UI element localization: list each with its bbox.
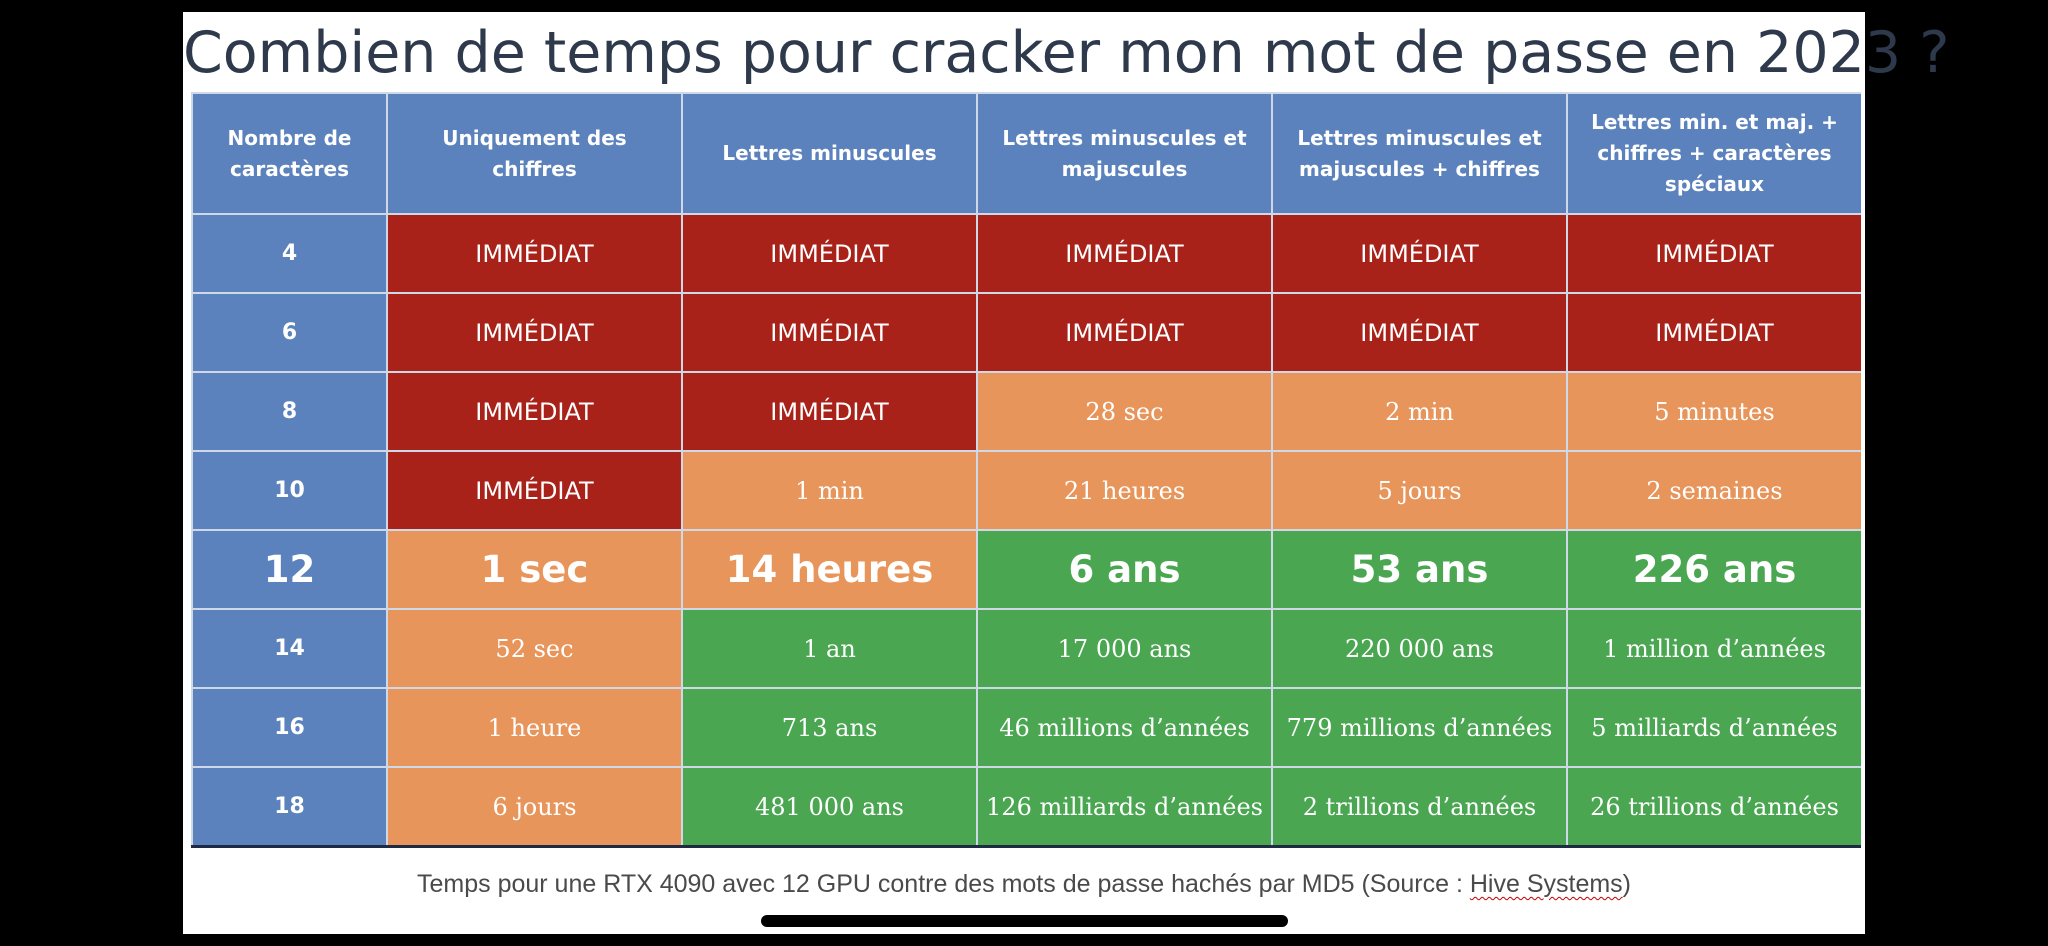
header-lower-upper: Lettres minuscules et majuscules [976,92,1271,213]
table-cell: IMMÉDIAT [976,292,1271,371]
table-cell-highlight: 226 ans [1566,529,1861,608]
table-cell: 28 sec [976,371,1271,450]
table-cell: IMMÉDIAT [386,292,681,371]
slide: Combien de temps pour cracker mon mot de… [183,12,1950,934]
table-cell: IMMÉDIAT [681,292,976,371]
table-cell: 481 000 ans [681,766,976,845]
table-cell: 1 million d’années [1566,608,1861,687]
table-cell: 1 heure [386,687,681,766]
row-length: 8 [191,371,386,450]
table-cell: IMMÉDIAT [1566,213,1861,292]
table-cell: 220 000 ans [1271,608,1566,687]
row-length: 16 [191,687,386,766]
caption-text: Temps pour une RTX 4090 avec 12 GPU cont… [417,870,1470,898]
row-length: 10 [191,450,386,529]
table-cell: 17 000 ans [976,608,1271,687]
table-cell: 5 minutes [1566,371,1861,450]
row-length: 18 [191,766,386,845]
table-cell-highlight: 1 sec [386,529,681,608]
table-cell: 46 millions d’années [976,687,1271,766]
table-cell: 5 milliards d’années [1566,687,1861,766]
table-cell: 21 heures [976,450,1271,529]
caption: Temps pour une RTX 4090 avec 12 GPU cont… [183,870,1865,899]
table-cell-highlight: 6 ans [976,529,1271,608]
caption-suffix: ) [1622,870,1631,898]
row-length: 4 [191,213,386,292]
table-cell: IMMÉDIAT [1566,292,1861,371]
table-cell: 1 min [681,450,976,529]
header-lower-upper-digits: Lettres minuscules et majuscules + chiff… [1271,92,1566,213]
table-cell: IMMÉDIAT [681,371,976,450]
header-all-chars: Lettres min. et maj. + chiffres + caract… [1566,92,1861,213]
row-length: 14 [191,608,386,687]
password-crack-time-table: Nombre de caractères Uniquement des chif… [191,92,1861,848]
row-length-highlight: 12 [191,529,386,608]
table-cell: IMMÉDIAT [386,371,681,450]
table-cell: 5 jours [1271,450,1566,529]
table-cell: 2 trillions d’années [1271,766,1566,845]
slide-title: Combien de temps pour cracker mon mot de… [183,20,1950,86]
table-cell: 6 jours [386,766,681,845]
table-cell: 26 trillions d’années [1566,766,1861,845]
table-cell: IMMÉDIAT [1271,292,1566,371]
table-cell: 52 sec [386,608,681,687]
table-cell-highlight: 14 heures [681,529,976,608]
table-cell: 1 an [681,608,976,687]
row-length: 6 [191,292,386,371]
table-cell: IMMÉDIAT [386,450,681,529]
header-length: Nombre de caractères [191,92,386,213]
table-cell: IMMÉDIAT [1271,213,1566,292]
header-digits-only: Uniquement des chiffres [386,92,681,213]
table-cell: IMMÉDIAT [976,213,1271,292]
table-cell: 2 min [1271,371,1566,450]
caption-source: Hive Systems [1469,870,1623,898]
header-lowercase: Lettres minuscules [681,92,976,213]
table-cell: IMMÉDIAT [386,213,681,292]
table-cell-highlight: 53 ans [1271,529,1566,608]
table-cell: 2 semaines [1566,450,1861,529]
home-indicator-bar[interactable] [761,915,1288,927]
table-cell: 713 ans [681,687,976,766]
table-cell: 126 milliards d’années [976,766,1271,845]
table-cell: IMMÉDIAT [681,213,976,292]
table-cell: 779 millions d’années [1271,687,1566,766]
